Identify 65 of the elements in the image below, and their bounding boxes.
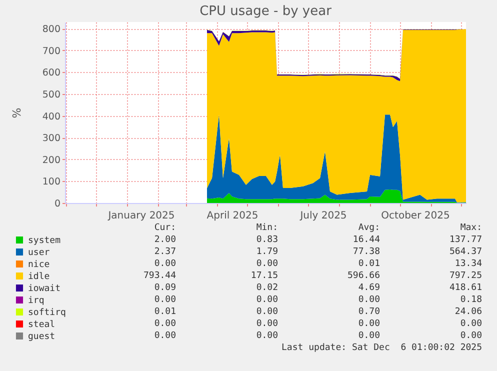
text: 0.02 (256, 282, 278, 294)
text: 16.44 (352, 234, 380, 246)
x-tick-label: October 2025 (381, 210, 450, 222)
text: 1.79 (256, 246, 278, 258)
text: 0.00 (358, 330, 380, 342)
y-tick-label: 400 (42, 111, 60, 122)
text: 596.66 (347, 270, 380, 282)
text: 24.06 (454, 306, 482, 318)
text: 418.61 (449, 282, 482, 294)
text: 0.01 (154, 306, 176, 318)
legend-label: irq (28, 296, 44, 306)
text: 13.34 (454, 258, 482, 270)
legend-label: guest (28, 332, 56, 342)
legend-label: user (28, 248, 50, 258)
text: 0.00 (256, 258, 278, 270)
y-tick-label: 100 (42, 176, 60, 188)
text: 77.38 (352, 246, 380, 258)
text: 0.09 (154, 282, 176, 294)
text: Cur: (154, 222, 176, 234)
text: 0.01 (358, 258, 380, 270)
legend-label: iowait (28, 284, 61, 294)
y-tick-label: 600 (42, 68, 60, 79)
text: 0.00 (460, 330, 482, 342)
text: 17.15 (250, 270, 278, 282)
text: 0.00 (358, 318, 380, 330)
text: 0.00 (154, 258, 176, 270)
text: 0.70 (358, 306, 380, 318)
text: 797.25 (449, 270, 482, 282)
text: 0.00 (256, 294, 278, 306)
text: 0.00 (256, 330, 278, 342)
y-axis-title: % (10, 108, 24, 118)
legend-label: softirq (28, 308, 66, 318)
text: Min: (256, 222, 278, 234)
text: Last update: Sat Dec 6 01:00:02 2025 (282, 342, 482, 354)
legend-label: system (28, 236, 61, 246)
text: Max: (460, 222, 482, 234)
text: 137.77 (449, 234, 482, 246)
text: 0.00 (358, 294, 380, 306)
legend-label: nice (28, 260, 50, 270)
y-tick-label: 800 (42, 24, 60, 36)
text: 793.44 (143, 270, 176, 282)
y-tick-label: 0 (54, 198, 60, 210)
x-tick-label: April 2025 (206, 210, 258, 222)
y-tick-label: 300 (42, 133, 60, 144)
x-tick-label: July 2025 (299, 210, 347, 222)
y-tick-label: 500 (42, 89, 60, 100)
chart-title: CPU usage - by year (200, 4, 332, 19)
x-tick-label: January 2025 (107, 210, 175, 222)
text: 0.18 (460, 294, 482, 306)
text: 0.83 (256, 234, 278, 246)
text: 0.00 (256, 306, 278, 318)
legend-label: idle (28, 272, 50, 282)
legend-label: steal (28, 320, 56, 330)
text: 564.37 (449, 246, 482, 258)
text: 0.00 (460, 318, 482, 330)
text: 2.00 (154, 234, 176, 246)
text: Avg: (358, 222, 380, 234)
text: 4.69 (358, 282, 380, 294)
text: 0.00 (154, 318, 176, 330)
text: 2.37 (154, 246, 176, 258)
text: 0.00 (154, 330, 176, 342)
y-tick-label: 200 (42, 154, 60, 166)
y-tick-label: 700 (42, 46, 60, 57)
text: 0.00 (256, 318, 278, 330)
text: 0.00 (154, 294, 176, 306)
